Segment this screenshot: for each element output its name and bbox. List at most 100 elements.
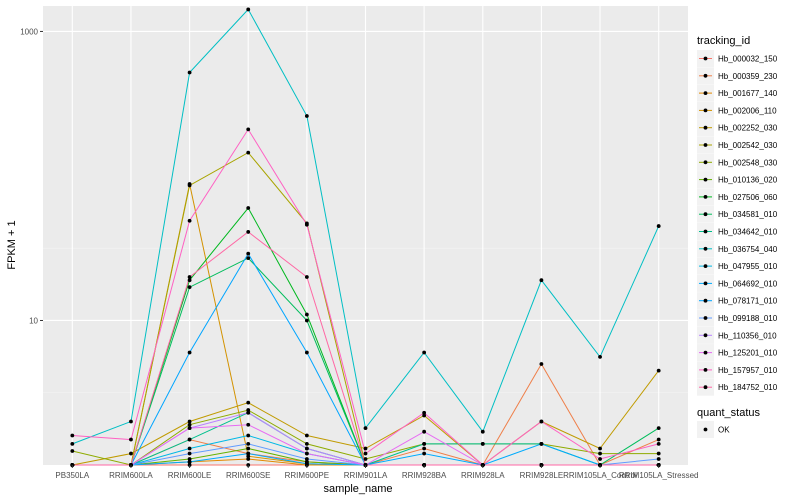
data-point	[363, 426, 368, 431]
legend-label: Hb_002548_030	[718, 158, 778, 167]
legend-label: Hb_027506_060	[718, 193, 778, 202]
x-tick-label: RRIM600LA	[109, 471, 153, 480]
data-point	[539, 362, 544, 366]
data-point	[480, 441, 485, 446]
data-point	[656, 451, 661, 456]
data-point	[598, 451, 602, 456]
data-point	[246, 446, 251, 451]
legend-label: Hb_000032_150	[718, 55, 778, 64]
y-axis-title: FPKM + 1	[6, 220, 18, 269]
legend-point	[703, 73, 708, 78]
legend-label: Hb_001677_140	[718, 89, 778, 98]
data-point	[246, 256, 251, 261]
legend-point	[703, 91, 708, 95]
legend-point	[703, 333, 708, 338]
data-point	[246, 150, 251, 155]
data-point	[70, 441, 75, 446]
data-point	[363, 451, 368, 456]
data-point	[187, 446, 192, 451]
x-axis-title: sample_name	[323, 483, 392, 495]
data-point	[304, 275, 309, 279]
data-point	[187, 350, 192, 355]
data-point	[656, 368, 661, 373]
data-point	[246, 457, 251, 461]
legend-point	[703, 56, 708, 61]
data-point	[304, 350, 309, 355]
data-point	[422, 410, 427, 415]
legend-label: Hb_099188_010	[718, 314, 778, 323]
legend-quant-status: quant_status OK	[697, 407, 760, 438]
data-point	[656, 426, 661, 431]
data-point	[246, 422, 251, 427]
data-point	[656, 441, 661, 446]
legend-point	[703, 385, 708, 390]
data-point	[246, 441, 251, 446]
data-point	[304, 446, 309, 451]
data-point	[363, 457, 368, 461]
data-point	[480, 429, 485, 434]
legend-point	[703, 316, 708, 320]
legend-point	[703, 212, 708, 217]
data-point	[422, 429, 427, 434]
x-tick-label: RRIM600PE	[285, 471, 329, 480]
legend-point	[703, 108, 708, 113]
data-point	[70, 433, 75, 438]
x-tick-label: RRIM600SE	[226, 471, 270, 480]
data-point	[187, 275, 192, 279]
x-tick-label: RRIM928BA	[402, 471, 447, 480]
data-point	[598, 354, 602, 359]
legend-title: tracking_id	[697, 35, 750, 47]
legend-point	[703, 125, 708, 130]
data-point	[246, 7, 251, 12]
data-point	[656, 224, 661, 228]
data-point	[129, 419, 133, 424]
data-point	[246, 127, 251, 132]
data-point	[304, 451, 309, 456]
legend2-point	[703, 427, 708, 432]
y-axis: 10 1000	[20, 27, 43, 325]
legend-point	[703, 298, 708, 303]
legend-label: Hb_002252_030	[718, 124, 778, 133]
data-point	[422, 446, 427, 451]
data-point	[246, 251, 251, 256]
data-point	[656, 457, 661, 461]
legend-point	[703, 350, 708, 355]
legend-label: Hb_036754_040	[718, 245, 778, 254]
data-point	[246, 433, 251, 438]
data-point	[539, 278, 544, 283]
legend-tracking-id: tracking_id Hb_000032_150 Hb_000359_230 Hb…	[697, 35, 778, 396]
data-point	[246, 206, 251, 210]
x-tick-label: RRIM928LA	[461, 471, 505, 480]
legend-point	[703, 246, 708, 251]
legend-label: Hb_047955_010	[718, 262, 778, 271]
data-point	[304, 114, 309, 118]
legend-point	[703, 281, 708, 286]
y-tick-label: 10	[29, 316, 38, 325]
data-point	[187, 426, 192, 431]
data-point	[129, 437, 133, 442]
data-point	[187, 422, 192, 427]
data-point	[304, 433, 309, 438]
data-point	[304, 457, 309, 461]
data-point	[187, 451, 192, 456]
x-axis: PB350LA RRIM600LA RRIM600LE RRIM600SE RRIM60…	[55, 465, 698, 480]
x-tick-label: PB350LA	[55, 471, 89, 480]
x-tick-label: RRIM105LA_Stressed	[619, 471, 699, 480]
legend-point	[703, 177, 708, 182]
data-point	[304, 222, 309, 227]
data-point	[539, 419, 544, 424]
data-point	[246, 400, 251, 405]
data-point	[304, 461, 309, 466]
legend2-title: quant_status	[697, 407, 760, 419]
data-point	[70, 449, 75, 453]
data-point	[246, 408, 251, 412]
data-point	[422, 451, 427, 456]
legend-label: Hb_184752_010	[718, 383, 778, 392]
data-point	[129, 451, 133, 456]
legend-point	[703, 160, 708, 165]
legend-point	[703, 264, 708, 268]
legend-label: Hb_125201_010	[718, 349, 778, 358]
data-point	[246, 410, 251, 415]
legend-point	[703, 368, 708, 372]
data-point	[187, 70, 192, 75]
